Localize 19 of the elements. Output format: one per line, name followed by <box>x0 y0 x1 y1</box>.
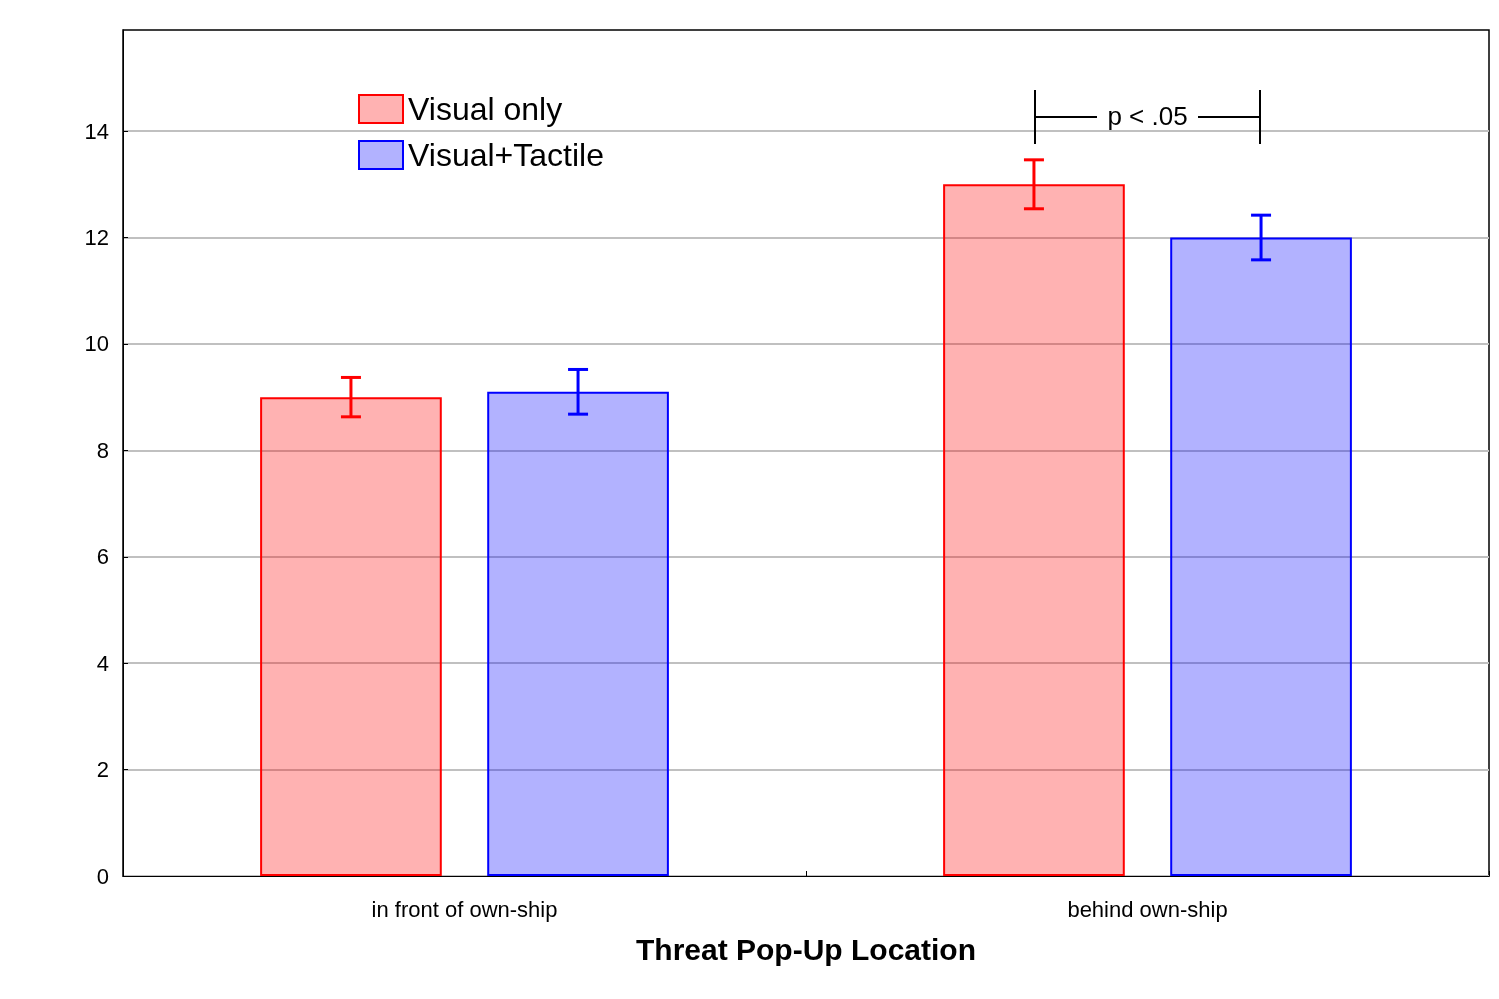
x-tick-label: in front of own-ship <box>371 896 558 922</box>
y-tick-label: 8 <box>96 437 109 463</box>
annotation: p < .05 <box>1106 101 1189 133</box>
y-tick-label: 4 <box>96 650 109 676</box>
x-axis-title: Threat Pop-Up Location <box>636 932 976 966</box>
y-tick-label: 14 <box>84 118 109 144</box>
bar <box>1170 237 1352 876</box>
bar <box>260 397 442 876</box>
x-tick-label: behind own-ship <box>1067 896 1228 922</box>
y-tick-label: 6 <box>96 544 109 570</box>
y-tick-label: 0 <box>96 863 109 889</box>
significance-bracket: p < .05 <box>1033 89 1262 144</box>
bar <box>943 184 1125 876</box>
y-tick-label: 10 <box>84 331 109 357</box>
legend-label: Visual only <box>408 91 563 127</box>
y-tick-label: 12 <box>84 225 109 251</box>
legend-label: Visual+Tactile <box>408 137 604 173</box>
y-tick-label: 2 <box>96 757 109 783</box>
bar <box>487 391 669 876</box>
